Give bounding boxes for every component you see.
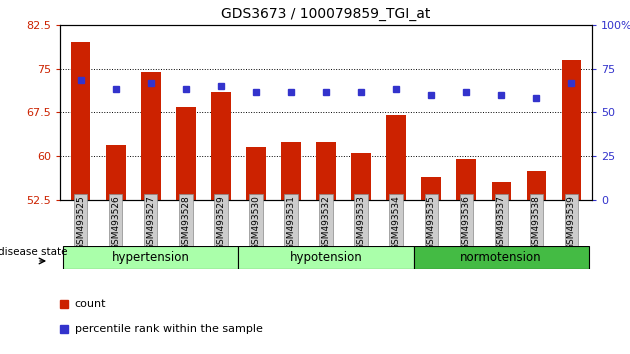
Bar [176, 107, 195, 200]
Bar [421, 177, 441, 200]
Text: GSM493539: GSM493539 [567, 195, 576, 251]
Bar [386, 115, 406, 200]
Bar [246, 147, 266, 200]
Text: hypertension: hypertension [112, 251, 190, 264]
Bar [413, 246, 588, 269]
Text: GSM493528: GSM493528 [181, 196, 190, 250]
Text: GSM493533: GSM493533 [357, 195, 365, 251]
Bar [352, 153, 370, 200]
Bar [239, 246, 413, 269]
Text: count: count [75, 298, 106, 309]
Text: GSM493529: GSM493529 [217, 196, 226, 250]
Bar [491, 183, 511, 200]
Text: hypotension: hypotension [290, 251, 362, 264]
Text: percentile rank within the sample: percentile rank within the sample [75, 324, 263, 334]
Bar [457, 159, 476, 200]
Bar [141, 72, 161, 200]
Text: normotension: normotension [461, 251, 542, 264]
Text: GSM493535: GSM493535 [427, 195, 435, 251]
Text: GSM493538: GSM493538 [532, 195, 541, 251]
Text: GSM493526: GSM493526 [112, 196, 120, 250]
Bar [71, 42, 91, 200]
Text: GSM493537: GSM493537 [496, 195, 506, 251]
Bar [527, 171, 546, 200]
Bar [282, 142, 301, 200]
Bar [64, 246, 239, 269]
Text: GSM493530: GSM493530 [251, 195, 260, 251]
Bar [106, 144, 125, 200]
Text: GSM493525: GSM493525 [76, 196, 85, 250]
Bar [316, 142, 336, 200]
Text: GSM493534: GSM493534 [392, 196, 401, 250]
Title: GDS3673 / 100079859_TGI_at: GDS3673 / 100079859_TGI_at [221, 7, 431, 21]
Bar [211, 92, 231, 200]
Text: disease state: disease state [0, 247, 67, 257]
Text: GSM493536: GSM493536 [462, 195, 471, 251]
Text: GSM493527: GSM493527 [146, 196, 156, 250]
Bar [561, 60, 581, 200]
Text: GSM493531: GSM493531 [287, 195, 295, 251]
Text: GSM493532: GSM493532 [321, 196, 331, 250]
